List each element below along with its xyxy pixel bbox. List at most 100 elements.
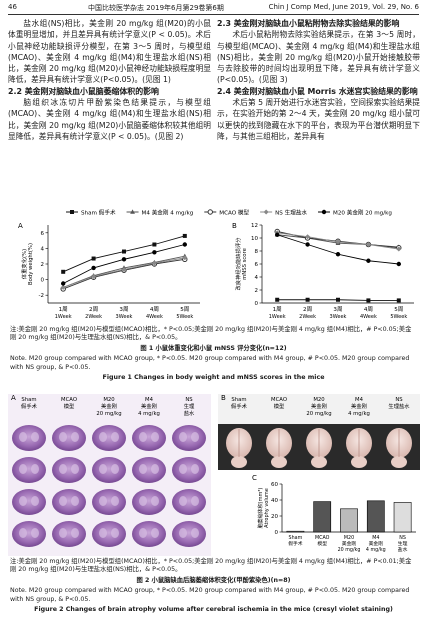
column-label: M20	[313, 397, 325, 403]
panel-letter: B	[221, 394, 226, 402]
point	[366, 258, 371, 263]
x-tick-label: M4	[372, 535, 379, 541]
legend-label: Sham 假手术	[81, 209, 116, 217]
point	[365, 242, 371, 247]
y-tick-label: 0	[41, 278, 45, 284]
column-label: 生理	[184, 402, 195, 410]
x-tick-label-en: 3Week	[330, 314, 347, 320]
point	[182, 255, 188, 261]
y-tick-label: 10	[251, 236, 258, 242]
y-tick-label: -2	[39, 293, 44, 299]
y-axis-title: 脑萎缩体积(mm³)	[257, 488, 264, 529]
x-tick-label: 美金刚	[369, 540, 384, 547]
point	[275, 297, 280, 302]
point	[121, 257, 127, 262]
point	[70, 210, 74, 214]
left-column: 盐水组(NS)相比，美金刚 20 mg/kg 组(M20)的小鼠体重明显增加，并…	[8, 18, 211, 206]
point	[366, 298, 371, 303]
x-tick-label: 20 mg/kg	[338, 547, 361, 553]
point	[207, 209, 213, 215]
panel-letter: A	[18, 222, 23, 230]
point	[396, 246, 402, 252]
x-tick-label-en: 1Week	[55, 314, 72, 320]
column-label: 4 mg/kg	[348, 411, 370, 417]
point	[275, 232, 280, 237]
note-en: Note. M20 group compared with MCAO group…	[10, 355, 410, 371]
point	[152, 250, 157, 255]
point	[91, 273, 97, 279]
x-tick-label: 假手术	[288, 540, 303, 547]
paragraph: 脑组织冰冻切片甲酚紫染色结果提示，与模型组(MCAO)、美金刚 4 mg/kg …	[8, 98, 211, 141]
legend-item: MCAO 模型	[204, 209, 250, 217]
x-tick-label: 盐水	[398, 546, 408, 553]
caption-cn: 图 1 小鼠体重变化和小鼠 mNSS 评分变化(n=12)	[140, 344, 287, 352]
y-tick-label: 0	[275, 530, 279, 536]
y-axis-title: 改良神经功能缺损评分	[234, 237, 242, 291]
note-cn: 注:美金刚 20 mg/kg 组(M20)与模型组(MCAO)相比，* P<0.…	[10, 558, 412, 574]
panel-letter: A	[11, 394, 16, 402]
column-label: 模型	[274, 402, 285, 410]
x-tick-label: 2周	[89, 306, 98, 313]
column-label: 美金刚	[141, 402, 157, 410]
caption-cn: 图 2 小鼠脑缺血后脑萎缩体积变化(甲酚紫染色)(n=8)	[136, 576, 291, 584]
running-header: 46 中国比较医学杂志 2019年6月第29卷第6期 Chin J Comp M…	[8, 2, 419, 15]
column-label: 美金刚	[101, 402, 117, 410]
column-label: M20	[103, 397, 115, 403]
point	[61, 281, 66, 286]
caption-en: Figure 2 Changes of brain atrophy volume…	[34, 606, 393, 614]
x-tick-label: 3周	[333, 306, 342, 313]
column-label: M4	[145, 397, 154, 403]
column-label: 20 mg/kg	[306, 411, 331, 417]
legend-item: M4 美金刚 4 mg/kg	[126, 209, 194, 217]
point	[335, 239, 341, 245]
y-tick-label: 2	[41, 262, 45, 268]
legend-item: Sham 假手术	[66, 209, 116, 217]
journal-cn: 中国比较医学杂志 2019年6月第29卷第6期	[88, 4, 224, 12]
journal-en: Chin J Comp Med, June 2019, Vol. 29, No.…	[268, 3, 419, 11]
x-tick-label-en: 4Week	[360, 314, 377, 320]
x-tick-label: 2周	[303, 306, 312, 313]
x-tick-label-en: 3Week	[116, 314, 133, 320]
point	[335, 252, 341, 257]
x-tick-label: 4 mg/kg	[366, 547, 386, 553]
y-tick-label: 8	[255, 249, 259, 255]
y-tick-label: 4	[41, 246, 45, 252]
legend-label: M4 美金刚 4 mg/kg	[142, 209, 194, 217]
x-tick-label: 模型	[317, 540, 327, 547]
bar	[340, 508, 358, 533]
point	[151, 260, 157, 266]
paragraph: 术后小鼠粘附物去除实验结果提示，在第 3～5 周时，与模型组(MCAO)、美金刚…	[217, 30, 420, 85]
note-en: Note. M20 group compared with MCAO group…	[10, 587, 410, 603]
y-axis-title: Atrophy volume	[264, 488, 270, 528]
column-label: NS	[185, 397, 193, 403]
panel-letter: B	[232, 222, 237, 230]
column-label: 20 mg/kg	[96, 411, 121, 417]
column-label: 盐水	[184, 409, 195, 417]
point	[121, 266, 127, 272]
y-tick-label: 2	[255, 288, 259, 294]
legend-label: M20 美金刚 20 mg/kg	[333, 209, 392, 217]
y-axis-title: 体重变化(%)	[20, 249, 28, 279]
column-label: 美金刚	[351, 402, 367, 410]
section-heading: 2.4 美金刚对脑缺血小鼠 Morris 水迷宫实验结果的影响	[217, 86, 418, 96]
point	[263, 209, 269, 215]
point	[321, 209, 327, 215]
x-tick-label: 5周	[394, 306, 403, 313]
column-label: MCAO	[61, 397, 77, 403]
right-column: 2.3 美金刚对脑缺血小鼠粘附物去除实验结果的影响 术后小鼠粘附物去除实验结果提示…	[217, 18, 420, 206]
x-tick-label-en: 1Week	[269, 314, 286, 320]
point	[305, 234, 311, 240]
y-axis-title: mNSS score	[242, 248, 248, 280]
column-label: Sham	[231, 397, 246, 403]
y-tick-label: 60	[271, 482, 278, 488]
column-label: 生理盐水	[388, 402, 410, 410]
x-tick-label-en: 5Week	[176, 314, 193, 320]
x-tick-label-en: 5Week	[390, 314, 407, 320]
point	[61, 269, 66, 274]
point	[60, 284, 66, 290]
legend-label: MCAO 模型	[219, 209, 249, 217]
